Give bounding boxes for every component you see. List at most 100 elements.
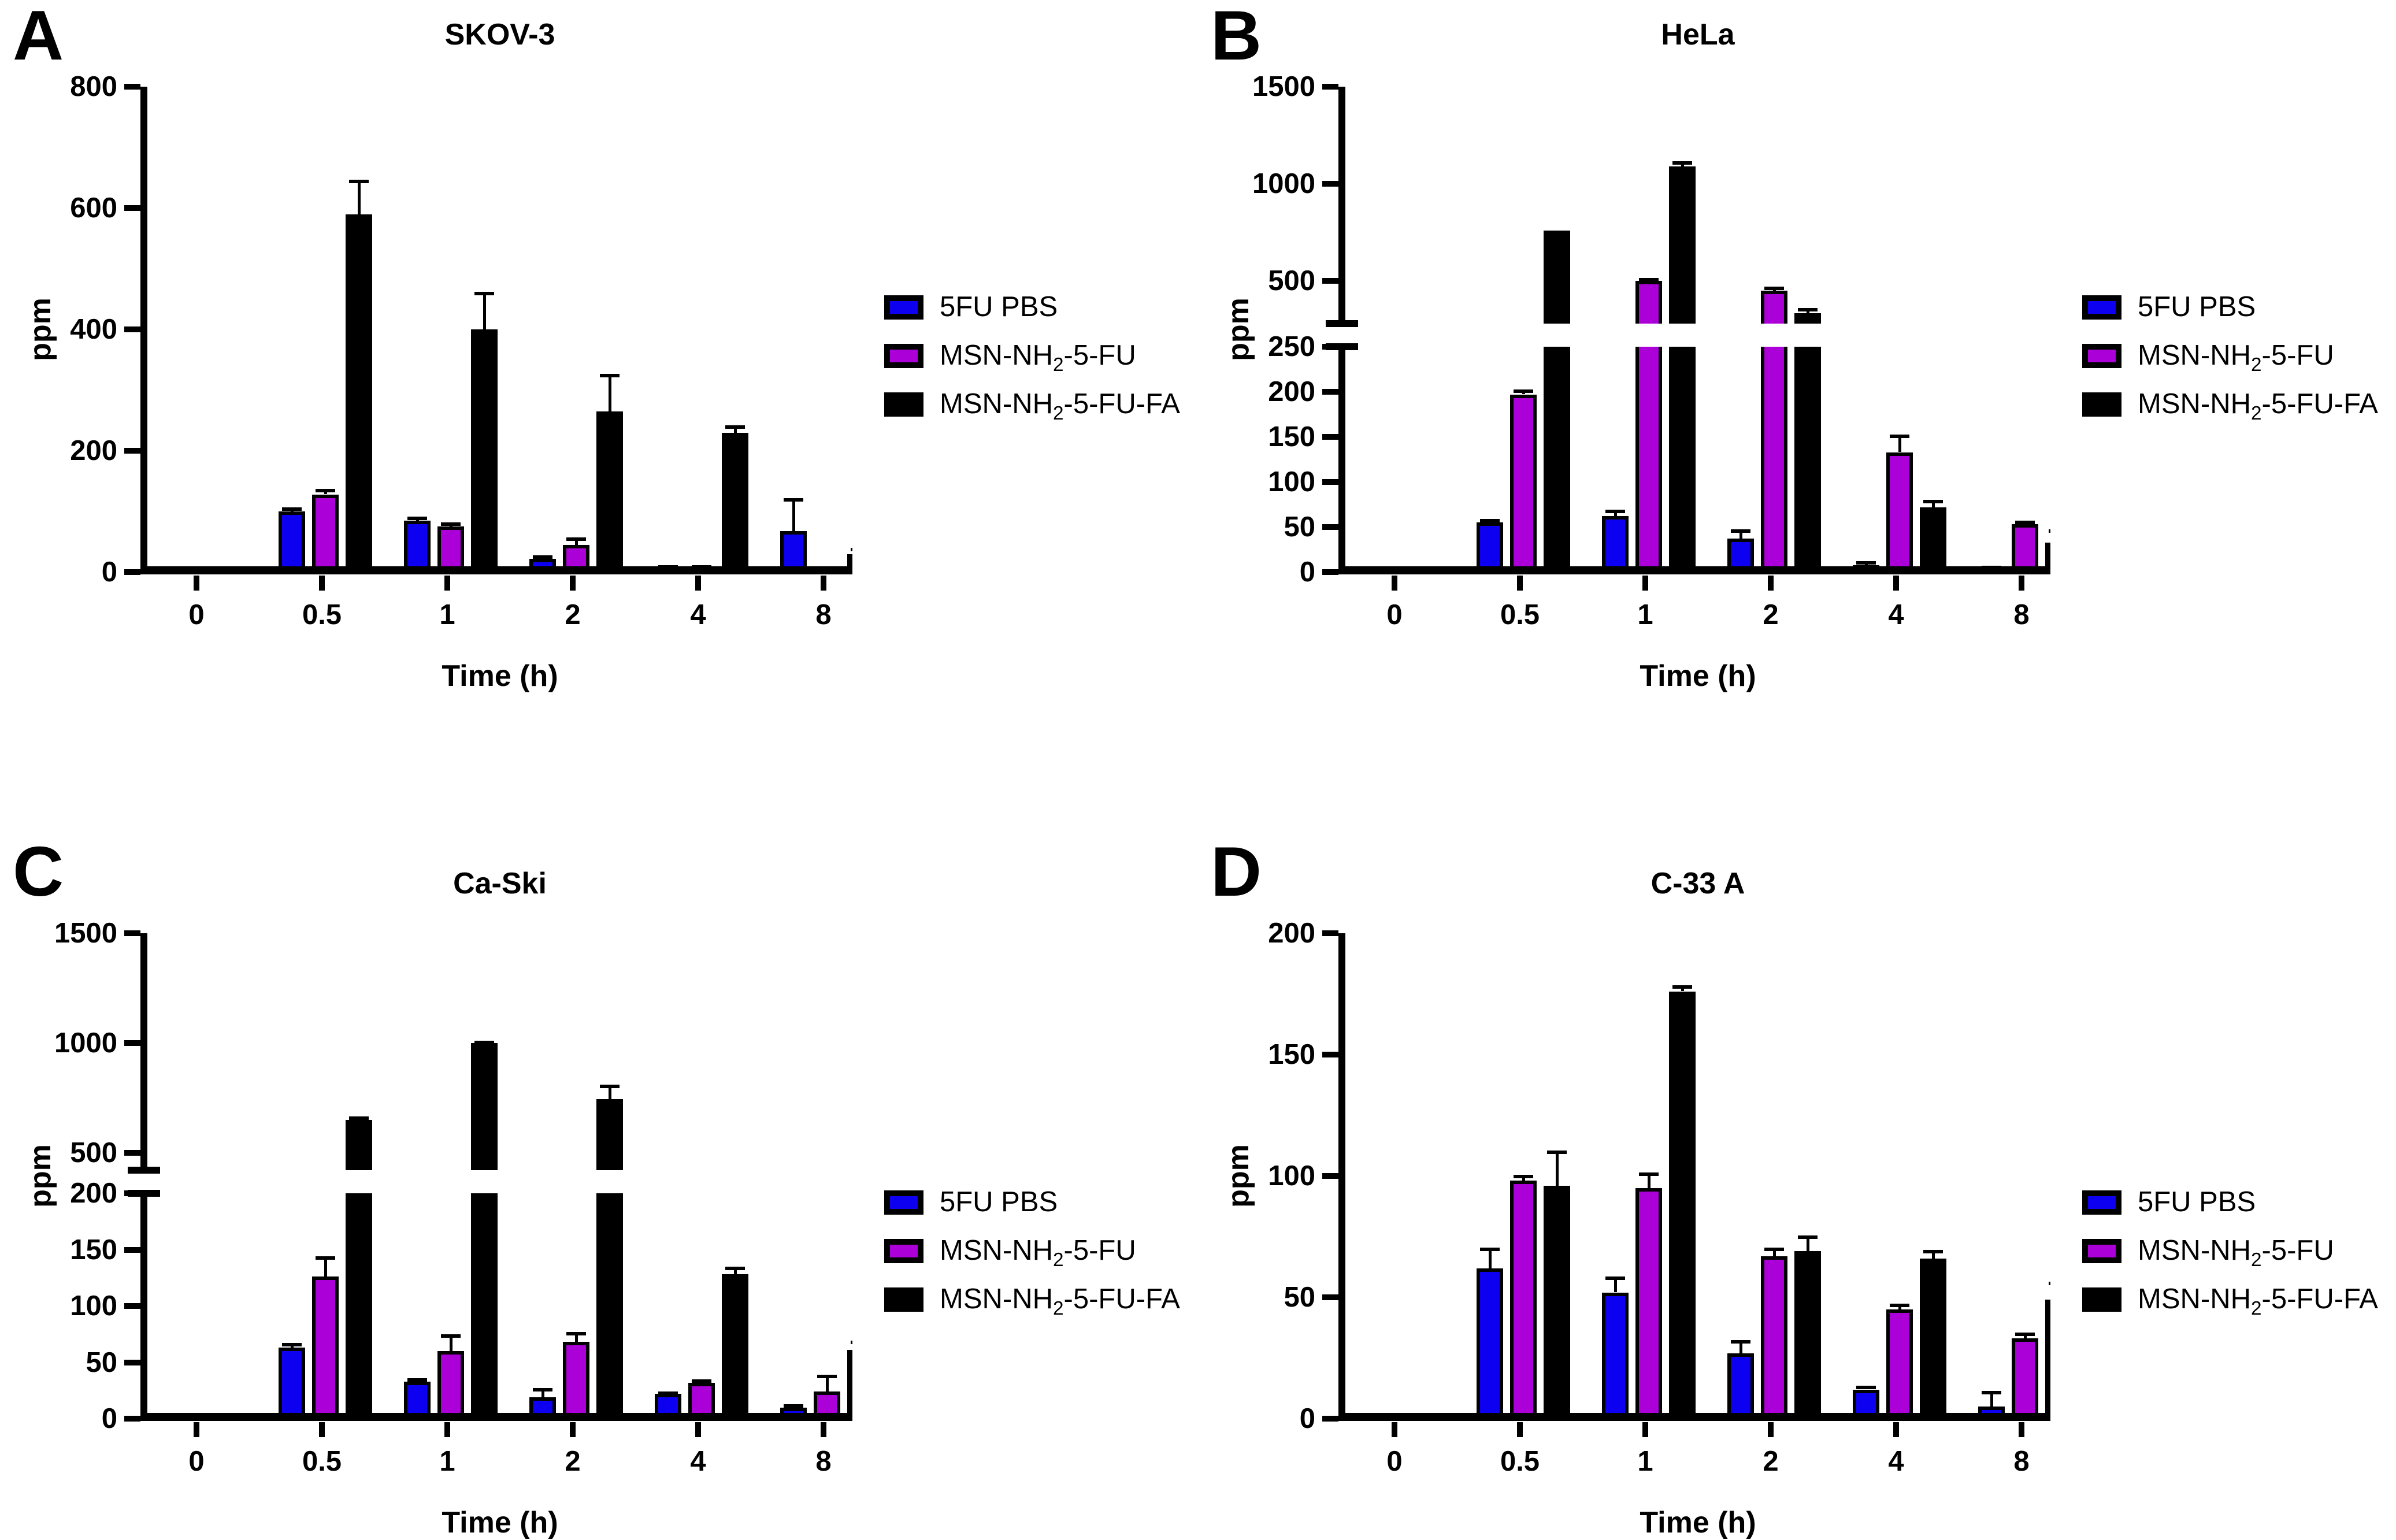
legend-swatch (2082, 1190, 2121, 1215)
error-bar (1807, 1237, 1809, 1251)
y-tick (1322, 278, 1338, 284)
error-bar (450, 1335, 453, 1351)
error-bar-cap (566, 537, 586, 541)
legend-swatch (884, 1239, 923, 1263)
x-tick (821, 576, 826, 591)
y-tick (124, 84, 140, 90)
bar-msn-nh2-5-fu (1761, 1256, 1787, 1419)
error-bar-cap (1856, 561, 1876, 565)
error-bar (1556, 1152, 1559, 1186)
x-axis-line (140, 566, 852, 574)
error-bar-cap (1605, 1276, 1625, 1280)
legend-label: MSN-NH2-5-FU-FA (2138, 1283, 2378, 1319)
error-bar (1739, 530, 1742, 539)
x-axis-line (1338, 1413, 2050, 1421)
legend-swatch-fill (2088, 301, 2116, 314)
x-tick (1392, 576, 1397, 591)
panel-hela: B HeLa 0 50 100 150 200 250 500 1000 1500 0 0.5 1 2 4 8 T… (1198, 0, 2396, 768)
x-tick (1517, 576, 1523, 591)
error-bar-cap (725, 425, 745, 429)
legend-swatch-fill (890, 301, 918, 314)
error-bar (1990, 1392, 1993, 1407)
y-axis-line (140, 933, 147, 1170)
error-bar (483, 293, 486, 329)
bar-msn-nh2-5-fu (1510, 395, 1537, 572)
x-tick-label: 0.5 (1500, 599, 1540, 630)
y-tick (1322, 1294, 1338, 1300)
error-bar (1489, 1249, 1492, 1268)
legend-msn-nh2-5-fu-fa: MSN-NH2-5-FU-FA (884, 389, 1185, 424)
x-tick-label: 0 (1386, 599, 1403, 630)
bar-msn-nh2-5-fu-fa (847, 1350, 852, 1419)
bar-msn-nh2-5-fu-fa (596, 411, 623, 572)
panel-skov-3: A SKOV-3 0 200 400 600 800 0 0.5 1 2 4 8 Time (h) ppm 5… (0, 0, 1198, 768)
error-bar-cap (1731, 529, 1750, 533)
legend-swatch-fill (2088, 350, 2116, 362)
error-bar-cap (1856, 1386, 1876, 1389)
y-tick-label: 50 (86, 1347, 117, 1378)
y-tick (124, 1303, 140, 1309)
y-axis-title: ppm (24, 298, 57, 361)
y-tick-label: 200 (70, 1178, 117, 1209)
x-tick-label: 4 (690, 1446, 706, 1477)
bar-msn-nh2-5-fu-fa (471, 1043, 498, 1170)
error-bar-cap (1605, 510, 1625, 513)
y-tick (124, 1150, 140, 1156)
legend-label: 5FU PBS (940, 291, 1058, 322)
y-axis-line (1338, 933, 1345, 1419)
y-tick (1322, 1052, 1338, 1057)
bar-msn-nh2-5-fu-fa (1920, 1259, 1946, 1419)
bar-msn-nh2-5-fu (312, 495, 339, 572)
y-tick-label: 50 (1284, 1282, 1315, 1313)
error-bar-cap (1890, 435, 1909, 438)
y-tick (124, 1416, 140, 1422)
legend-label: 5FU PBS (940, 1186, 1058, 1218)
error-bar (1614, 1278, 1617, 1292)
x-tick-label: 8 (2013, 599, 2030, 630)
y-tick-label: 150 (1268, 421, 1315, 452)
legend-swatch (2082, 1287, 2121, 1312)
bar-5fu-pbs (279, 1348, 305, 1419)
y-tick-label: 100 (1268, 1160, 1315, 1192)
x-tick (1768, 576, 1774, 591)
error-bar (1773, 1249, 1776, 1256)
legend-swatch (2082, 392, 2121, 417)
legend-swatch (884, 392, 923, 417)
bar-msn-nh2-5-fu-fa (1794, 313, 1821, 324)
bar-msn-nh2-5-fu-fa (346, 1193, 372, 1419)
error-bar-cap (1798, 1235, 1818, 1239)
y-tick (1322, 84, 1338, 90)
error-bar-cap (407, 517, 427, 520)
error-bar-cap (1731, 1340, 1750, 1344)
legend-label: MSN-NH2-5-FU-FA (940, 1283, 1180, 1319)
y-tick-label: 1500 (54, 918, 117, 949)
error-bar (1898, 1305, 1901, 1309)
bar-msn-nh2-5-fu-fa (471, 1193, 498, 1419)
error-bar (541, 1389, 544, 1397)
error-bar-cap (2015, 521, 2035, 524)
x-tick (194, 1422, 199, 1437)
x-tick (570, 1422, 576, 1437)
legend-swatch (884, 344, 923, 368)
panel-title: HeLa (1661, 18, 1735, 51)
error-bar-cap (566, 1332, 586, 1335)
legend-msn-nh2-5-fu-fa: MSN-NH2-5-FU-FA (2082, 1284, 2383, 1319)
axis-break-cap (1326, 343, 1358, 350)
error-bar (1681, 986, 1684, 991)
error-bar (609, 1086, 611, 1099)
bar-msn-nh2-5-fu (1886, 452, 1913, 572)
error-bar-cap (1890, 1304, 1909, 1307)
y-tick-label: 1000 (54, 1027, 117, 1059)
x-tick (1893, 576, 1899, 591)
error-bar (324, 1257, 327, 1276)
bar-5fu-pbs (279, 511, 305, 572)
error-bar (2024, 1334, 2027, 1338)
legend-swatch (2082, 344, 2121, 368)
error-bar-cap (474, 1041, 494, 1044)
x-tick (570, 576, 576, 591)
legend-swatch (2082, 295, 2121, 320)
x-tick (444, 1422, 450, 1437)
x-tick (319, 576, 325, 591)
x-tick-label: 2 (565, 1446, 581, 1477)
error-bar-cap (533, 1388, 552, 1391)
